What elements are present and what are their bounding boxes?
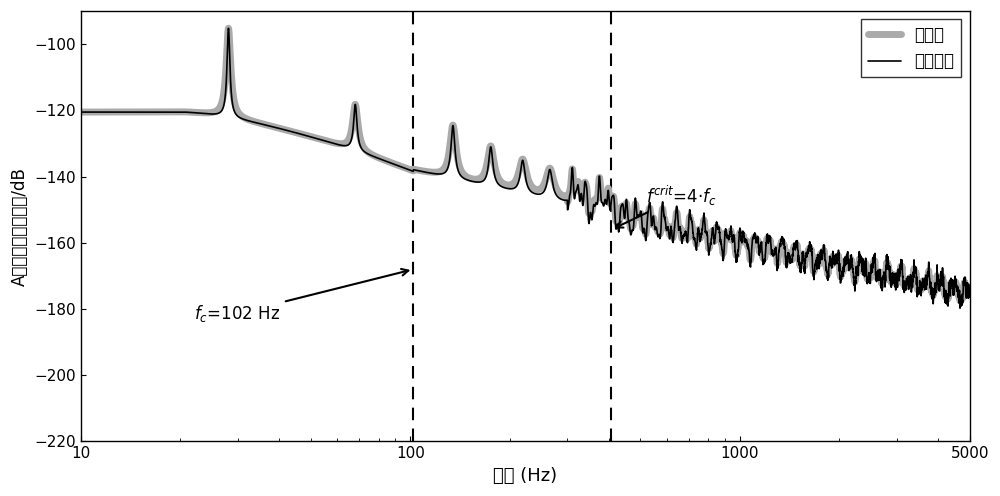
精确解 [237,114,249,120]
精确解 [653,228,665,234]
精确解 [964,287,976,293]
Line: 等效载荷: 等效载荷 [81,28,970,308]
等效载荷 [964,285,976,291]
Legend: 精确解, 等效载荷: 精确解, 等效载荷 [861,19,961,77]
Text: $f_c$=102 Hz: $f_c$=102 Hz [194,269,408,324]
Line: 精确解: 精确解 [81,28,970,301]
精确解 [954,298,966,304]
等效载荷 [75,109,87,115]
精确解 [75,109,87,115]
精确解 [222,25,234,31]
X-axis label: 频率 (Hz): 频率 (Hz) [493,467,558,485]
精确解 [608,197,620,203]
等效载荷 [608,197,620,203]
等效载荷 [222,25,234,31]
Text: $f^{crit}$=4·$f_c$: $f^{crit}$=4·$f_c$ [616,184,717,228]
精确解 [415,168,427,174]
等效载荷 [954,305,966,311]
Y-axis label: A点位移功率谱密度/dB: A点位移功率谱密度/dB [11,167,29,286]
等效载荷 [415,168,427,174]
等效载荷 [653,232,665,238]
精确解 [738,238,750,244]
精确解 [806,252,818,258]
等效载荷 [738,236,750,242]
等效载荷 [806,252,818,258]
等效载荷 [237,116,249,122]
